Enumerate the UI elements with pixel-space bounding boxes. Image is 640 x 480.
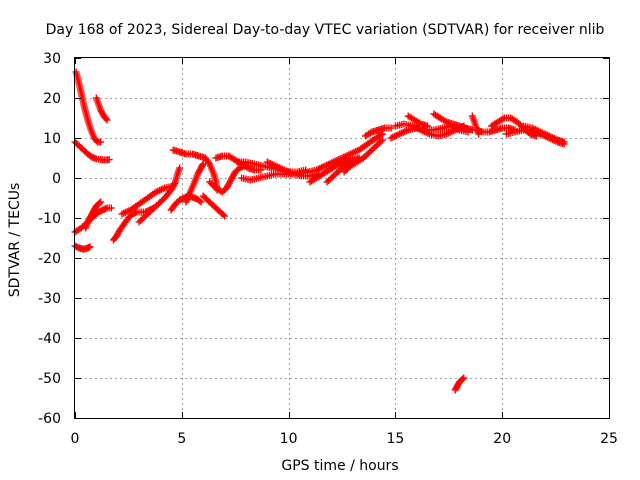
data-point xyxy=(387,124,395,132)
data-point xyxy=(459,375,467,383)
x-tick-label: 10 xyxy=(280,431,298,447)
series-arc-b xyxy=(92,94,111,124)
y-tick-label: -60 xyxy=(38,411,61,427)
data-point xyxy=(199,160,207,168)
data-point xyxy=(221,212,229,220)
x-tick-label: 25 xyxy=(600,431,618,447)
data-point xyxy=(171,180,179,188)
y-tick-label: -10 xyxy=(38,211,61,227)
x-tick-label: 20 xyxy=(493,431,511,447)
series-arc-m xyxy=(199,192,229,220)
series-arc-o xyxy=(212,152,265,174)
x-tick-label: 5 xyxy=(177,431,186,447)
data-point xyxy=(423,122,431,130)
data-point xyxy=(176,164,184,172)
data-point xyxy=(196,197,204,205)
data-point xyxy=(97,198,105,206)
data-point xyxy=(198,161,206,169)
data-point xyxy=(86,243,94,251)
series-arc-af xyxy=(520,122,568,146)
y-tick-label: 20 xyxy=(43,91,61,107)
series-arc-t xyxy=(306,154,352,186)
data-point xyxy=(107,204,115,212)
series-arc-v xyxy=(340,136,387,176)
data-point xyxy=(377,131,385,139)
y-tick-label: 10 xyxy=(43,131,61,147)
data-point xyxy=(499,115,507,123)
data-point xyxy=(103,116,111,124)
data-point xyxy=(560,138,568,146)
data-point xyxy=(102,115,110,123)
data-point xyxy=(460,374,468,382)
grid xyxy=(75,58,609,418)
plot-frame xyxy=(74,57,610,419)
x-axis-label: GPS time / hours xyxy=(281,458,398,474)
series-arc-k xyxy=(169,146,221,194)
series-arc-w xyxy=(361,124,395,140)
series-arc-z xyxy=(404,112,431,130)
data-points xyxy=(71,68,568,394)
data-point xyxy=(197,198,205,206)
data-point xyxy=(441,117,449,125)
y-tick-label: -40 xyxy=(38,331,61,347)
y-axis-label: SDTVAR / TECUs xyxy=(7,183,23,298)
series-arc-s xyxy=(295,130,387,178)
series-arc-q xyxy=(238,170,297,184)
data-point xyxy=(105,156,113,164)
series-arc-aa xyxy=(430,110,476,134)
data-point xyxy=(219,211,227,219)
y-tick-label: -50 xyxy=(38,371,61,387)
y-tick-label: 30 xyxy=(43,51,61,67)
data-point xyxy=(97,138,105,146)
x-tick-label: 0 xyxy=(71,431,80,447)
series-arc-c xyxy=(71,138,113,164)
y-tick-label: -30 xyxy=(38,291,61,307)
series-arc-ag xyxy=(451,374,468,394)
x-tick-label: 15 xyxy=(386,431,404,447)
data-point xyxy=(377,138,385,145)
y-tick-label: -20 xyxy=(38,251,61,267)
series-arc-l xyxy=(182,160,207,206)
series-arc-a xyxy=(72,68,105,146)
series-arc-i xyxy=(135,164,184,226)
data-point xyxy=(415,119,423,127)
chart-title: Day 168 of 2023, Sidereal Day-to-day VTE… xyxy=(46,22,605,38)
data-point xyxy=(379,136,387,144)
data-point xyxy=(96,199,104,207)
axis-ticks: 0 5 10 15 20 25 30 20 10 0 -10 -20 -30 -40 -50 -60 xyxy=(38,51,618,447)
y-tick-label: 0 xyxy=(52,171,61,187)
data-point xyxy=(366,129,374,137)
series-arc-e xyxy=(82,198,105,232)
